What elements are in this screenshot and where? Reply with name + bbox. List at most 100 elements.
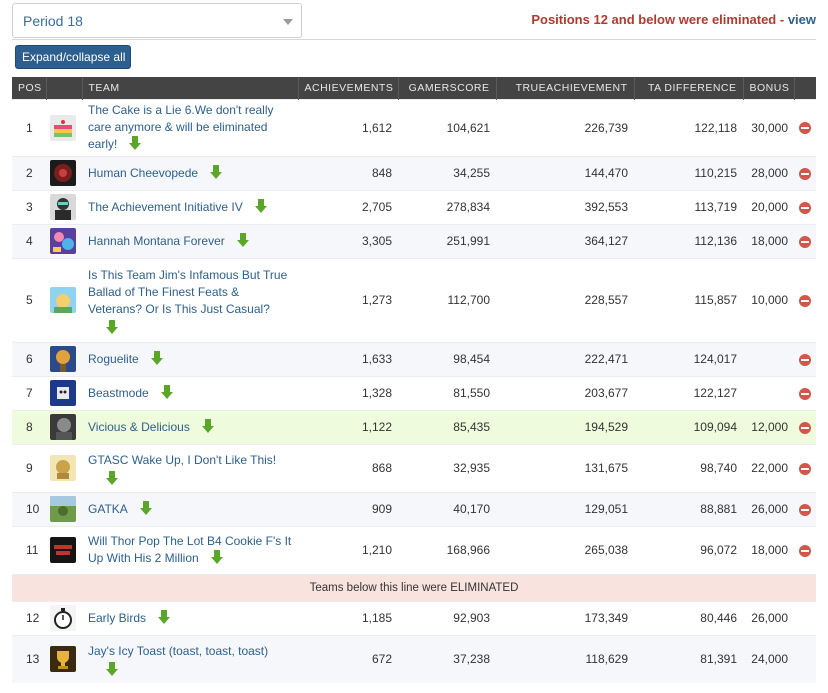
team-name-link[interactable]: Jay's Icy Toast (toast, toast, toast) — [88, 643, 269, 658]
remove-icon[interactable] — [799, 387, 811, 400]
team-name-link[interactable]: Hannah Montana Forever — [88, 233, 225, 248]
trophy-avatar-icon — [50, 646, 76, 673]
ta-difference-cell: 96,072 — [634, 525, 743, 574]
table-row[interactable]: 10 GATKA 909 40,170 129,051 88,881 26,00… — [12, 491, 816, 526]
arrow-down-icon[interactable] — [106, 319, 118, 334]
achievements-cell: 2,705 — [298, 189, 398, 224]
arrow-down-icon[interactable] — [254, 198, 267, 213]
gamerscore-cell: 168,966 — [398, 525, 496, 574]
remove-icon[interactable] — [799, 122, 811, 135]
pos-cell: 12 — [12, 600, 46, 635]
pos-cell: 2 — [12, 155, 46, 190]
ta-difference-cell: 112,136 — [634, 223, 743, 258]
arrow-down-icon[interactable] — [106, 470, 118, 485]
table-row[interactable]: 4 Hannah Montana Forever 3,305 251,991 3… — [12, 223, 816, 258]
expand-collapse-button[interactable]: Expand/collapse all — [15, 45, 131, 69]
remove-icon[interactable] — [799, 167, 811, 180]
pos-cell: 1 — [12, 98, 46, 156]
trueachievement-cell: 265,038 — [496, 525, 634, 574]
table-header: POS TEAM ACHIEVEMENTS GAMERSCORE TRUEACH… — [12, 77, 816, 99]
view-link[interactable]: view — [787, 12, 816, 27]
arrow-down-icon[interactable] — [106, 661, 118, 676]
bonus-cell: 30,000 — [743, 98, 794, 156]
table-row[interactable]: 9 GTASC Wake Up, I Don't Like This! 868 … — [12, 443, 816, 492]
team-name-link[interactable]: Human Cheevopede — [88, 165, 199, 180]
gamerscore-cell: 98,454 — [398, 341, 496, 376]
pos-cell: 8 — [12, 409, 46, 444]
arrow-down-icon[interactable] — [210, 164, 223, 179]
achievements-cell: 868 — [298, 443, 398, 492]
elimination-text: Positions 12 and below were eliminated — [531, 12, 777, 27]
bonus-cell — [743, 375, 794, 410]
trueachievement-cell: 222,471 — [496, 341, 634, 376]
team-name-link[interactable]: Is This Team Jim's Infamous But True Bal… — [88, 267, 288, 316]
team-name-link[interactable]: Vicious & Delicious — [88, 419, 190, 434]
team-name-link[interactable]: Early Birds — [88, 610, 147, 625]
trueachievement-cell: 228,557 — [496, 257, 634, 342]
achievements-cell: 1,612 — [298, 98, 398, 156]
table-row-eliminated[interactable]: 13 Jay's Icy Toast (toast, toast, toast)… — [12, 634, 816, 683]
team-name-link[interactable]: GATKA — [88, 501, 128, 516]
trueachievement-cell: 173,349 — [496, 600, 634, 635]
arrow-down-icon[interactable] — [210, 550, 223, 564]
table-row[interactable]: 6 Roguelite 1,633 98,454 222,471 124,017 — [12, 341, 816, 376]
period-select[interactable]: Period 18 — [12, 3, 302, 38]
remove-icon[interactable] — [799, 421, 811, 434]
team-cell: Human Cheevopede — [82, 155, 298, 190]
ta-difference-cell: 98,740 — [634, 443, 743, 492]
elimination-divider-text: Teams below this line were ELIMINATED — [12, 573, 816, 601]
arrow-down-icon[interactable] — [236, 232, 249, 247]
remove-icon[interactable] — [799, 353, 811, 366]
team-name-link[interactable]: The Cake is a Lie 6.We don't really care… — [88, 103, 274, 151]
bonus-cell — [743, 341, 794, 376]
table-row[interactable]: 11 Will Thor Pop The Lot B4 Cookie F's I… — [12, 525, 816, 574]
team-cell: Is This Team Jim's Infamous But True Bal… — [82, 257, 298, 342]
table-row-eliminated[interactable]: 12 Early Birds 1,185 92,903 173,349 80,4… — [12, 600, 816, 635]
standings-table: POS TEAM ACHIEVEMENTS GAMERSCORE TRUEACH… — [12, 77, 816, 683]
table-row[interactable]: 3 The Achievement Initiative IV 2,705 27… — [12, 189, 816, 224]
arrow-down-icon[interactable] — [139, 500, 152, 515]
bonus-cell: 18,000 — [743, 525, 794, 574]
arrow-down-icon[interactable] — [129, 136, 142, 150]
team-name-link[interactable]: The Achievement Initiative IV — [88, 199, 243, 214]
top-bar: Period 18 Positions 12 and below were el… — [12, 3, 816, 41]
col-header-achievements: ACHIEVEMENTS — [298, 77, 399, 99]
table-row[interactable]: 2 Human Cheevopede 848 34,255 144,470 11… — [12, 155, 816, 190]
gamerscore-cell: 81,550 — [398, 375, 496, 410]
remove-icon[interactable] — [799, 235, 811, 248]
remove-icon[interactable] — [799, 462, 811, 475]
bonus-cell: 18,000 — [743, 223, 794, 258]
team-name-link[interactable]: Will Thor Pop The Lot B4 Cookie F's It U… — [88, 534, 292, 565]
achievements-cell: 1,273 — [298, 257, 398, 342]
bonus-cell: 10,000 — [743, 257, 794, 342]
achievements-cell: 672 — [298, 634, 398, 683]
arrow-down-icon[interactable] — [158, 609, 171, 624]
achievements-cell: 1,210 — [298, 525, 398, 574]
cheevopede-avatar-icon — [50, 160, 76, 186]
stopwatch-avatar-icon — [50, 605, 76, 631]
remove-icon[interactable] — [799, 294, 811, 307]
remove-icon[interactable] — [799, 544, 811, 557]
arrow-down-icon[interactable] — [150, 350, 163, 365]
table-row[interactable]: 7 Beastmode 1,328 81,550 203,677 122,127 — [12, 375, 816, 410]
ta-difference-cell: 109,094 — [634, 409, 743, 444]
table-row[interactable]: 5 Is This Team Jim's Infamous But True B… — [12, 257, 816, 342]
achievements-cell: 909 — [298, 491, 398, 526]
beastmode-avatar-icon — [50, 380, 76, 406]
ta-difference-cell: 124,017 — [634, 341, 743, 376]
gamerscore-cell: 92,903 — [398, 600, 496, 635]
team-name-link[interactable]: GTASC Wake Up, I Don't Like This! — [88, 452, 277, 467]
ta-difference-cell: 88,881 — [634, 491, 743, 526]
remove-icon[interactable] — [799, 503, 811, 516]
arrow-down-icon[interactable] — [160, 384, 173, 399]
team-cell: Jay's Icy Toast (toast, toast, toast) — [82, 634, 298, 683]
arrow-down-icon[interactable] — [201, 418, 214, 433]
table-row[interactable]: 1 The Cake is a Lie 6.We don't really ca… — [12, 98, 816, 156]
gamerscore-cell: 32,935 — [398, 443, 496, 492]
top-divider — [12, 39, 816, 40]
team-name-link[interactable]: Beastmode — [88, 385, 149, 400]
remove-icon[interactable] — [799, 201, 811, 214]
team-name-link[interactable]: Roguelite — [88, 351, 139, 366]
team-cell: The Achievement Initiative IV — [82, 189, 298, 224]
table-row-highlighted[interactable]: 8 Vicious & Delicious 1,122 85,435 194,5… — [12, 409, 816, 444]
